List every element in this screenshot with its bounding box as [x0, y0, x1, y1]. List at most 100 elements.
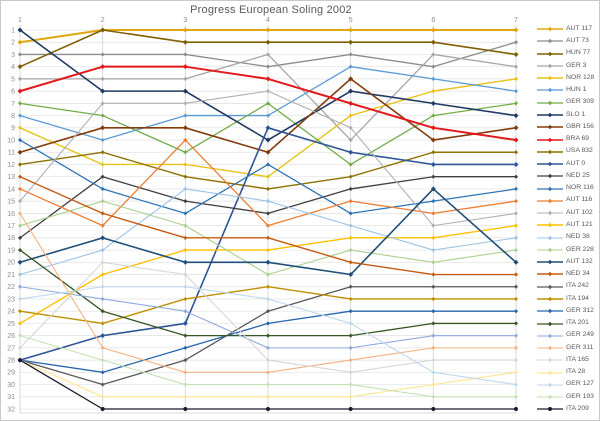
series-marker — [430, 137, 436, 143]
legend-item-ger-228: GER 228 — [537, 244, 599, 256]
series-marker — [100, 370, 105, 375]
series-marker — [348, 272, 354, 278]
series-marker — [17, 186, 23, 192]
y-tick-label: 16 — [7, 211, 15, 218]
series-ned-25 — [17, 174, 519, 240]
series-marker — [265, 272, 271, 277]
legend-item-ita-201: ITA 201 — [537, 317, 599, 329]
legend-label: ITA 242 — [566, 282, 589, 290]
y-tick-label: 8 — [11, 113, 15, 120]
series-ita-165 — [17, 260, 519, 375]
x-tick-label: 3 — [183, 17, 187, 24]
legend-swatch — [537, 382, 563, 388]
legend-swatch — [537, 210, 563, 216]
series-marker — [431, 309, 436, 314]
series-marker — [17, 137, 23, 143]
series-marker — [100, 125, 106, 131]
series-marker — [183, 247, 188, 253]
series-marker — [183, 345, 188, 350]
series-marker — [183, 370, 188, 375]
series-marker — [17, 296, 23, 302]
legend-label: ITA 209 — [566, 404, 589, 412]
legend-label: GER 127 — [566, 380, 594, 388]
series-marker — [17, 101, 23, 106]
series-marker — [183, 174, 188, 179]
series-marker — [513, 357, 519, 363]
series-marker — [513, 394, 519, 399]
series-marker — [17, 39, 23, 45]
series-marker — [431, 394, 436, 399]
series-marker — [431, 382, 436, 387]
legend-label: GER 3 — [566, 61, 587, 69]
series-ita-201 — [17, 247, 519, 338]
series-marker — [513, 27, 519, 33]
legend-label: AUT 0 — [566, 159, 586, 167]
series-marker — [182, 64, 188, 70]
series-marker — [100, 333, 106, 339]
legend-swatch — [537, 198, 563, 204]
x-tick-label: 5 — [349, 17, 353, 24]
series-marker — [265, 284, 271, 289]
legend-label: NED 25 — [566, 171, 590, 179]
series-marker — [348, 64, 353, 69]
legend-label: GER 309 — [566, 98, 594, 106]
series-marker — [183, 101, 188, 106]
series-marker — [513, 296, 519, 302]
legend-label: ITA 28 — [566, 368, 586, 376]
legend-item-usa-832: USA 832 — [537, 146, 599, 158]
legend-item-ger-311: GER 311 — [537, 342, 599, 354]
y-tick-label: 20 — [7, 260, 15, 267]
series-marker — [348, 260, 353, 265]
series-marker — [430, 100, 436, 106]
legend-label: ITA 194 — [566, 294, 589, 302]
series-marker — [183, 52, 188, 57]
series-nor-128 — [17, 76, 519, 179]
y-tick-label: 17 — [7, 223, 15, 230]
y-tick-label: 19 — [7, 247, 15, 254]
legend-item-aut-102: AUT 102 — [537, 207, 599, 219]
y-tick-label: 10 — [7, 137, 15, 144]
series-marker — [431, 321, 436, 326]
legend-item-aut-121: AUT 121 — [537, 219, 599, 231]
legend-swatch — [537, 51, 563, 56]
legend-item-nor-116: NOR 116 — [537, 182, 599, 194]
legend-item-ned-25: NED 25 — [537, 170, 599, 182]
series-marker — [348, 162, 353, 167]
series-marker — [431, 223, 436, 228]
series-marker — [183, 235, 188, 240]
series-marker — [431, 247, 436, 253]
series-marker — [430, 39, 436, 45]
y-tick-label: 4 — [11, 64, 15, 71]
x-tick-label: 7 — [514, 17, 518, 24]
series-marker — [265, 199, 271, 204]
series-marker — [513, 174, 519, 179]
legend-swatch — [537, 394, 563, 400]
series-marker — [265, 39, 271, 45]
x-tick-label: 2 — [101, 17, 105, 24]
series-marker — [348, 333, 353, 338]
series-marker — [431, 76, 436, 82]
series-usa-832 — [17, 150, 519, 192]
series-marker — [183, 137, 188, 143]
series-marker — [348, 88, 354, 94]
series-marker — [513, 40, 519, 45]
series-marker — [17, 284, 23, 289]
legend-item-slo-1: SLO 1 — [537, 109, 599, 121]
series-marker — [183, 357, 188, 363]
y-tick-label: 18 — [7, 235, 15, 242]
series-marker — [17, 223, 23, 228]
legend-swatch — [537, 88, 563, 93]
series-marker — [17, 125, 23, 130]
series-marker — [100, 406, 105, 411]
series-marker — [513, 199, 519, 204]
series-marker — [265, 186, 271, 192]
series-marker — [513, 370, 519, 375]
series-ger-311 — [17, 211, 519, 375]
legend-swatch — [537, 186, 563, 191]
series-marker — [513, 333, 519, 338]
legend-swatch — [537, 63, 563, 69]
series-marker — [100, 260, 105, 265]
series-marker — [513, 89, 519, 94]
y-tick-label: 24 — [7, 309, 15, 316]
series-marker — [17, 235, 23, 240]
